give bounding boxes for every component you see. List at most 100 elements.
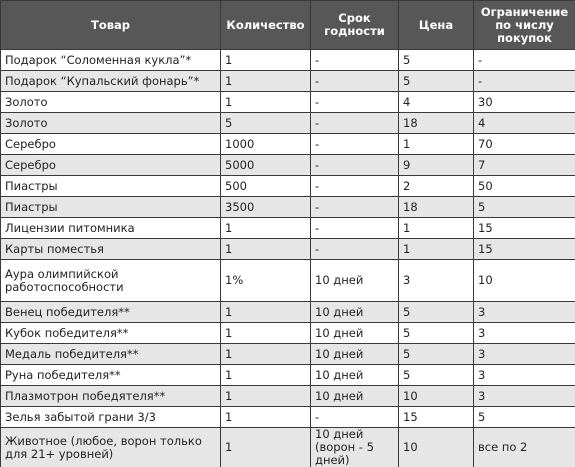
- table-cell: Карты поместья: [0, 238, 221, 260]
- table-cell: 1: [220, 322, 311, 344]
- table-cell: -: [310, 217, 399, 239]
- table-cell: -: [473, 70, 575, 92]
- table-cell: 18: [398, 112, 474, 134]
- header-cell: Количество: [220, 0, 311, 50]
- table-cell: Пиастры: [0, 175, 221, 197]
- table-cell: 15: [398, 406, 474, 428]
- table-cell: 5: [473, 196, 575, 218]
- table-cell: Лицензии питомника: [0, 217, 221, 239]
- table-cell: 18: [398, 196, 474, 218]
- table-row: Золото 1-4 30: [0, 91, 575, 113]
- table-cell: -: [310, 112, 399, 134]
- table-cell: 1: [220, 301, 311, 323]
- table-cell: 10 дней: [310, 343, 399, 365]
- table-cell: 5: [398, 301, 474, 323]
- table-row: Руна победителя** 1 10 дней 5 3: [0, 364, 575, 386]
- table-cell: 3500: [220, 196, 311, 218]
- table-cell: Кубок победителя**: [0, 322, 221, 344]
- table-cell: 3: [473, 364, 575, 386]
- table-cell: 2: [398, 175, 474, 197]
- table-cell: -: [310, 133, 399, 155]
- table-cell: 70: [473, 133, 575, 155]
- table-cell: 1: [398, 133, 474, 155]
- table-cell: 15: [473, 217, 575, 239]
- table-cell: 50: [473, 175, 575, 197]
- table-cell: все по 2: [473, 427, 575, 467]
- table-cell: 5: [398, 364, 474, 386]
- table-cell: 1: [220, 343, 311, 365]
- table-cell: Медаль победителя**: [0, 343, 221, 365]
- table-cell: Зелья забытой грани 3/3: [0, 406, 221, 428]
- table-cell: 1: [220, 238, 311, 260]
- table-cell: 3: [398, 259, 474, 302]
- table-cell: 10 дней: [310, 259, 399, 302]
- table-cell: 5: [398, 49, 474, 71]
- table-cell: 3: [473, 322, 575, 344]
- table-cell: Плазмотрон победятеля**: [0, 385, 221, 407]
- header-row: Товар Количество Срок годности Цена Ограниче…: [0, 0, 575, 50]
- table-row: Пиастры 3500-18 5: [0, 196, 575, 218]
- table-row: Серебро 5000-9 7: [0, 154, 575, 176]
- table-cell: 5000: [220, 154, 311, 176]
- table-row: Кубок победителя** 1 10 дней 5 3: [0, 322, 575, 344]
- header-cell: Ограничение по числу покупок: [473, 0, 575, 50]
- table-cell: 1000: [220, 133, 311, 155]
- table-cell: 3: [473, 301, 575, 323]
- table-cell: 10: [398, 385, 474, 407]
- table-cell: 4: [398, 91, 474, 113]
- table-cell: 5: [220, 112, 311, 134]
- table-cell: -: [310, 70, 399, 92]
- table-cell: -: [310, 49, 399, 71]
- table-cell: Подарок “Купальский фонарь”*: [0, 70, 221, 92]
- table-cell: 7: [473, 154, 575, 176]
- table-cell: Золото: [0, 91, 221, 113]
- table-row: Подарок “Купальский фонарь”* 1-5-: [0, 70, 575, 92]
- table-cell: 5: [398, 343, 474, 365]
- table-row: Венец победителя** 1 10 дней 5 3: [0, 301, 575, 323]
- table-row: Зелья забытой грани 3/3 1-15 5: [0, 406, 575, 428]
- table-row: Лицензии питомника 1-1 15: [0, 217, 575, 239]
- header-cell: Цена: [398, 0, 474, 50]
- table-cell: Руна победителя**: [0, 364, 221, 386]
- table-row: Карты поместья 1-1 15: [0, 238, 575, 260]
- table-cell: 1: [398, 238, 474, 260]
- table-cell: -: [310, 406, 399, 428]
- table-cell: 10 дней: [310, 364, 399, 386]
- table-row: Аура олимпийской работоспособности 1% 10 д…: [0, 259, 575, 302]
- table-cell: 500: [220, 175, 311, 197]
- table-cell: 1%: [220, 259, 311, 302]
- header-cell: Товар: [0, 0, 221, 50]
- table-cell: 10 дней: [310, 322, 399, 344]
- table-cell: 9: [398, 154, 474, 176]
- table-cell: 10 дней: [310, 385, 399, 407]
- table-cell: 10 дней (ворон - 5 дней): [310, 427, 399, 467]
- table-cell: 3: [473, 385, 575, 407]
- table-cell: -: [310, 175, 399, 197]
- table-cell: 5: [398, 322, 474, 344]
- table-row: Плазмотрон победятеля** 1 10 дней 10 3: [0, 385, 575, 407]
- table-cell: 3: [473, 343, 575, 365]
- table-cell: Серебро: [0, 154, 221, 176]
- table-cell: 1: [220, 385, 311, 407]
- table-cell: 15: [473, 238, 575, 260]
- table-cell: Золото: [0, 112, 221, 134]
- table-cell: Венец победителя**: [0, 301, 221, 323]
- table-cell: Аура олимпийской работоспособности: [0, 259, 221, 302]
- table-cell: Серебро: [0, 133, 221, 155]
- table-cell: 10: [398, 427, 474, 467]
- table-row: Пиастры 500-2 50: [0, 175, 575, 197]
- table-cell: 1: [220, 406, 311, 428]
- table-cell: 1: [220, 364, 311, 386]
- table-body: Подарок “Соломенная кукла”* 1-5- Подарок “…: [0, 49, 575, 467]
- table-row: Подарок “Соломенная кукла”* 1-5-: [0, 49, 575, 71]
- table-cell: 30: [473, 91, 575, 113]
- table-cell: 1: [220, 70, 311, 92]
- table-row: Медаль победителя** 1 10 дней 5 3: [0, 343, 575, 365]
- table-cell: -: [310, 91, 399, 113]
- table-cell: 5: [473, 406, 575, 428]
- table-cell: -: [310, 154, 399, 176]
- table-cell: 5: [398, 70, 474, 92]
- table-cell: Пиастры: [0, 196, 221, 218]
- table-cell: 1: [220, 427, 311, 467]
